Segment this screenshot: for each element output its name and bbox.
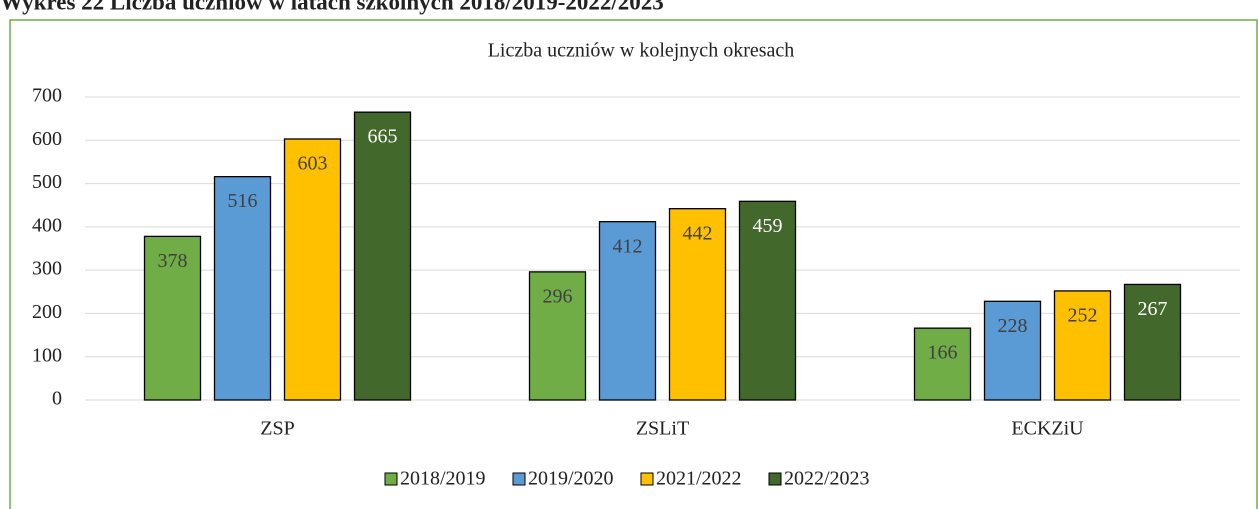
value-label: 665 [368,126,398,148]
bar [528,271,587,401]
y-tick-label: 600 [32,128,62,150]
legend-swatch [384,472,398,486]
value-label: 228 [998,315,1028,337]
bar [668,208,727,401]
y-tick-label: 400 [32,214,62,236]
legend-swatch [640,472,654,486]
legend-swatch [768,472,782,486]
y-tick-label: 200 [32,301,62,323]
bar [143,235,202,401]
bar [913,327,972,401]
value-label: 252 [1068,305,1098,327]
value-label: 442 [683,222,713,244]
y-tick-label: 700 [32,85,62,107]
legend-label: 2022/2023 [784,468,870,490]
bar [983,300,1042,401]
x-tick-label: ZSP [260,418,294,440]
bar [1123,283,1182,401]
bar [213,175,272,401]
value-label: 378 [158,250,188,272]
value-label: 516 [228,190,258,212]
x-tick-label: ECKZiU [1011,418,1084,440]
bar [353,111,412,401]
value-label: 296 [543,285,573,307]
y-tick-label: 500 [32,171,62,193]
bar [598,221,657,401]
value-label: 459 [753,215,783,237]
y-tick-label: 300 [32,258,62,280]
y-tick-label: 0 [52,388,62,410]
legend-swatch [512,472,526,486]
legend-label: 2019/2020 [528,468,614,490]
legend-label: 2018/2019 [400,468,486,490]
chart-title: Liczba uczniów w kolejnych okresach [488,40,795,62]
value-label: 267 [1138,298,1168,320]
bar [1053,290,1112,401]
legend-label: 2021/2022 [656,468,742,490]
y-tick-label: 100 [32,344,62,366]
bar [283,138,342,401]
x-tick-label: ZSLiT [636,418,689,440]
bar [738,200,797,401]
value-label: 603 [298,153,328,175]
heading: Wykres 22 Liczba uczniów w latach szkoln… [0,0,664,14]
value-label: 166 [928,342,958,364]
value-label: 412 [613,235,643,257]
